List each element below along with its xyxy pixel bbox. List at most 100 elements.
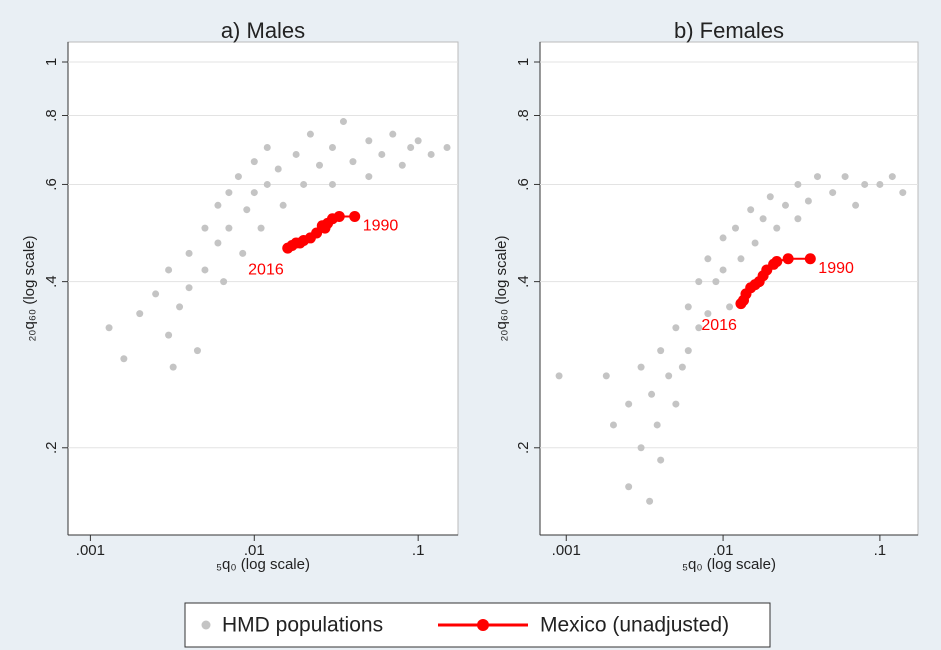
x-tick-label: .01	[244, 542, 265, 559]
y-tick-label: .8	[43, 109, 60, 122]
legend-label: HMD populations	[222, 614, 383, 637]
annotation: 1990	[818, 260, 854, 277]
hmd-point	[747, 206, 755, 214]
hmd-point	[899, 189, 907, 197]
hmd-point	[712, 278, 720, 286]
hmd-point	[646, 497, 654, 505]
y-tick-label: .2	[43, 442, 60, 455]
hmd-point	[349, 158, 357, 166]
y-tick-label: .4	[43, 275, 60, 288]
legend-symbol	[477, 619, 489, 631]
hmd-point	[306, 130, 314, 138]
legend-symbol	[201, 620, 211, 630]
hmd-point	[185, 249, 193, 257]
hmd-point	[234, 173, 242, 181]
hmd-point	[625, 483, 633, 491]
y-axis-label: ₂₀q₆₀ (log scale)	[493, 235, 510, 341]
annotation: 1990	[363, 218, 399, 235]
hmd-point	[214, 239, 222, 247]
hmd-point	[250, 158, 258, 166]
hmd-point	[300, 180, 308, 188]
hmd-point	[759, 215, 767, 223]
hmd-point	[152, 290, 160, 298]
hmd-point	[609, 421, 617, 429]
x-tick-label: .1	[412, 542, 425, 559]
panel: a) Males .2 .4 .6 .8 1 .001 .01 .1 ₅q₀ (log scale…	[21, 18, 459, 573]
hmd-point	[678, 363, 686, 371]
panel: b) Females .2 .4 .6 .8 1 .001 .01 .1 ₅q₀ (log sca…	[493, 18, 919, 573]
hmd-point	[414, 137, 422, 145]
hmd-point	[657, 347, 665, 355]
hmd-point	[657, 456, 665, 464]
hmd-point	[695, 324, 703, 332]
annotation: 2016	[701, 317, 737, 334]
hmd-point	[737, 255, 745, 263]
y-tick-label: .6	[515, 178, 532, 191]
hmd-point	[250, 189, 258, 197]
hmd-point	[225, 224, 233, 232]
hmd-point	[695, 278, 703, 286]
mexico-point	[282, 242, 294, 254]
panel-title: a) Males	[221, 18, 305, 43]
hmd-point	[719, 266, 727, 274]
hmd-point	[794, 215, 802, 223]
y-tick-label: .8	[515, 109, 532, 122]
hmd-point	[637, 444, 645, 452]
hmd-point	[239, 249, 247, 257]
hmd-point	[243, 206, 251, 214]
y-tick-label: .4	[515, 275, 532, 288]
plot-area	[539, 41, 919, 536]
hmd-point	[220, 278, 228, 286]
hmd-point	[214, 201, 222, 209]
mexico-point	[804, 253, 816, 265]
hmd-point	[316, 161, 324, 169]
hmd-point	[704, 255, 712, 263]
hmd-point	[225, 189, 233, 197]
x-tick-label: .01	[713, 542, 734, 559]
hmd-point	[328, 180, 336, 188]
hmd-point	[136, 310, 144, 318]
hmd-point	[398, 161, 406, 169]
hmd-point	[378, 150, 386, 158]
y-tick-label: 1	[515, 58, 532, 66]
hmd-point	[328, 143, 336, 151]
hmd-point	[279, 201, 287, 209]
hmd-point	[185, 284, 193, 292]
hmd-point	[672, 400, 680, 408]
hmd-point	[781, 201, 789, 209]
x-tick-label: .001	[76, 542, 105, 559]
hmd-point	[829, 189, 837, 197]
hmd-point	[876, 180, 884, 188]
hmd-point	[648, 390, 656, 398]
hmd-point	[165, 331, 173, 339]
mexico-point	[735, 298, 747, 310]
hmd-point	[751, 239, 759, 247]
legend-label: Mexico (unadjusted)	[540, 614, 729, 637]
hmd-point	[201, 224, 209, 232]
hmd-point	[841, 173, 849, 181]
hmd-point	[407, 143, 415, 151]
hmd-point	[169, 363, 177, 371]
hmd-point	[637, 363, 645, 371]
hmd-point	[766, 193, 774, 201]
hmd-point	[726, 303, 734, 311]
hmd-point	[704, 310, 712, 318]
hmd-point	[773, 224, 781, 232]
hmd-point	[731, 224, 739, 232]
x-axis-label: ₅q₀ (log scale)	[216, 556, 310, 573]
hmd-point	[263, 143, 271, 151]
hmd-point	[120, 355, 128, 363]
hmd-point	[719, 234, 727, 242]
hmd-point	[684, 347, 692, 355]
hmd-point	[794, 180, 802, 188]
hmd-point	[257, 224, 265, 232]
mexico-point	[349, 210, 361, 222]
hmd-point	[861, 180, 869, 188]
y-axis-label: ₂₀q₆₀ (log scale)	[21, 235, 38, 341]
panel-title: b) Females	[674, 18, 784, 43]
hmd-point	[555, 372, 563, 380]
y-tick-label: .2	[515, 442, 532, 455]
legend: HMD populations Mexico (unadjusted)	[184, 602, 771, 648]
